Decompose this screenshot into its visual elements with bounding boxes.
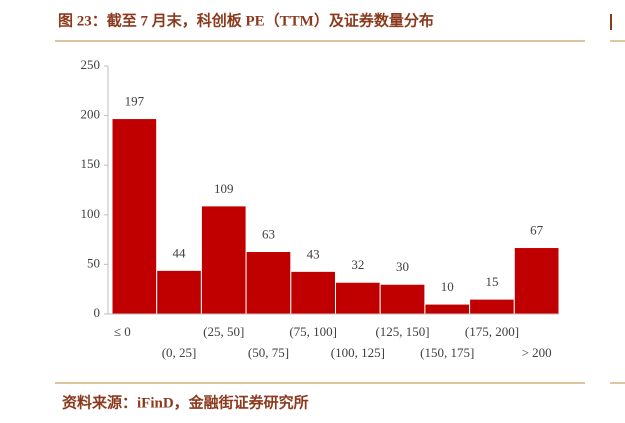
x-tick-label: (25, 50]	[203, 324, 244, 339]
bar	[245, 251, 292, 315]
bar	[200, 205, 247, 315]
value-label: 43	[307, 246, 320, 261]
bar	[424, 303, 471, 315]
y-tick-label: 0	[94, 305, 101, 320]
y-tick-label: 150	[81, 156, 101, 171]
value-label: 30	[396, 259, 409, 274]
x-tick-label: ≤ 0	[114, 324, 131, 339]
x-tick-label: (175, 200]	[465, 324, 519, 339]
x-tick-label: (100, 125]	[331, 345, 385, 360]
bar	[156, 269, 202, 315]
bar	[335, 281, 381, 315]
value-label: 32	[351, 257, 364, 272]
value-label: 63	[262, 226, 275, 241]
source: 资料来源：iFinD，金融街证券研究所	[62, 393, 309, 411]
x-tick-label: > 200	[522, 345, 552, 360]
value-label: 197	[125, 94, 145, 109]
x-tick-label: (150, 175]	[420, 345, 474, 360]
value-label: 67	[530, 223, 544, 238]
y-tick-label: 50	[87, 255, 100, 270]
bar	[379, 283, 426, 315]
value-label: 10	[441, 279, 454, 294]
x-tick-label: (0, 25]	[162, 345, 197, 360]
y-tick-label: 250	[81, 57, 101, 72]
y-tick-label: 100	[81, 206, 101, 221]
x-tick-label: (75, 100]	[289, 324, 337, 339]
bar	[469, 298, 515, 315]
chart-title: 图 23：截至 7 月末，科创板 PE（TTM）及证券数量分布	[58, 11, 434, 29]
x-tick-label: (125, 150]	[375, 324, 429, 339]
bar	[290, 270, 336, 315]
value-label: 44	[173, 245, 187, 260]
value-label: 15	[485, 274, 498, 289]
x-tick-label: (50, 75]	[248, 345, 289, 360]
bar	[111, 118, 158, 315]
bar	[513, 247, 560, 315]
value-label: 109	[214, 181, 234, 196]
y-tick-label: 200	[81, 107, 101, 122]
